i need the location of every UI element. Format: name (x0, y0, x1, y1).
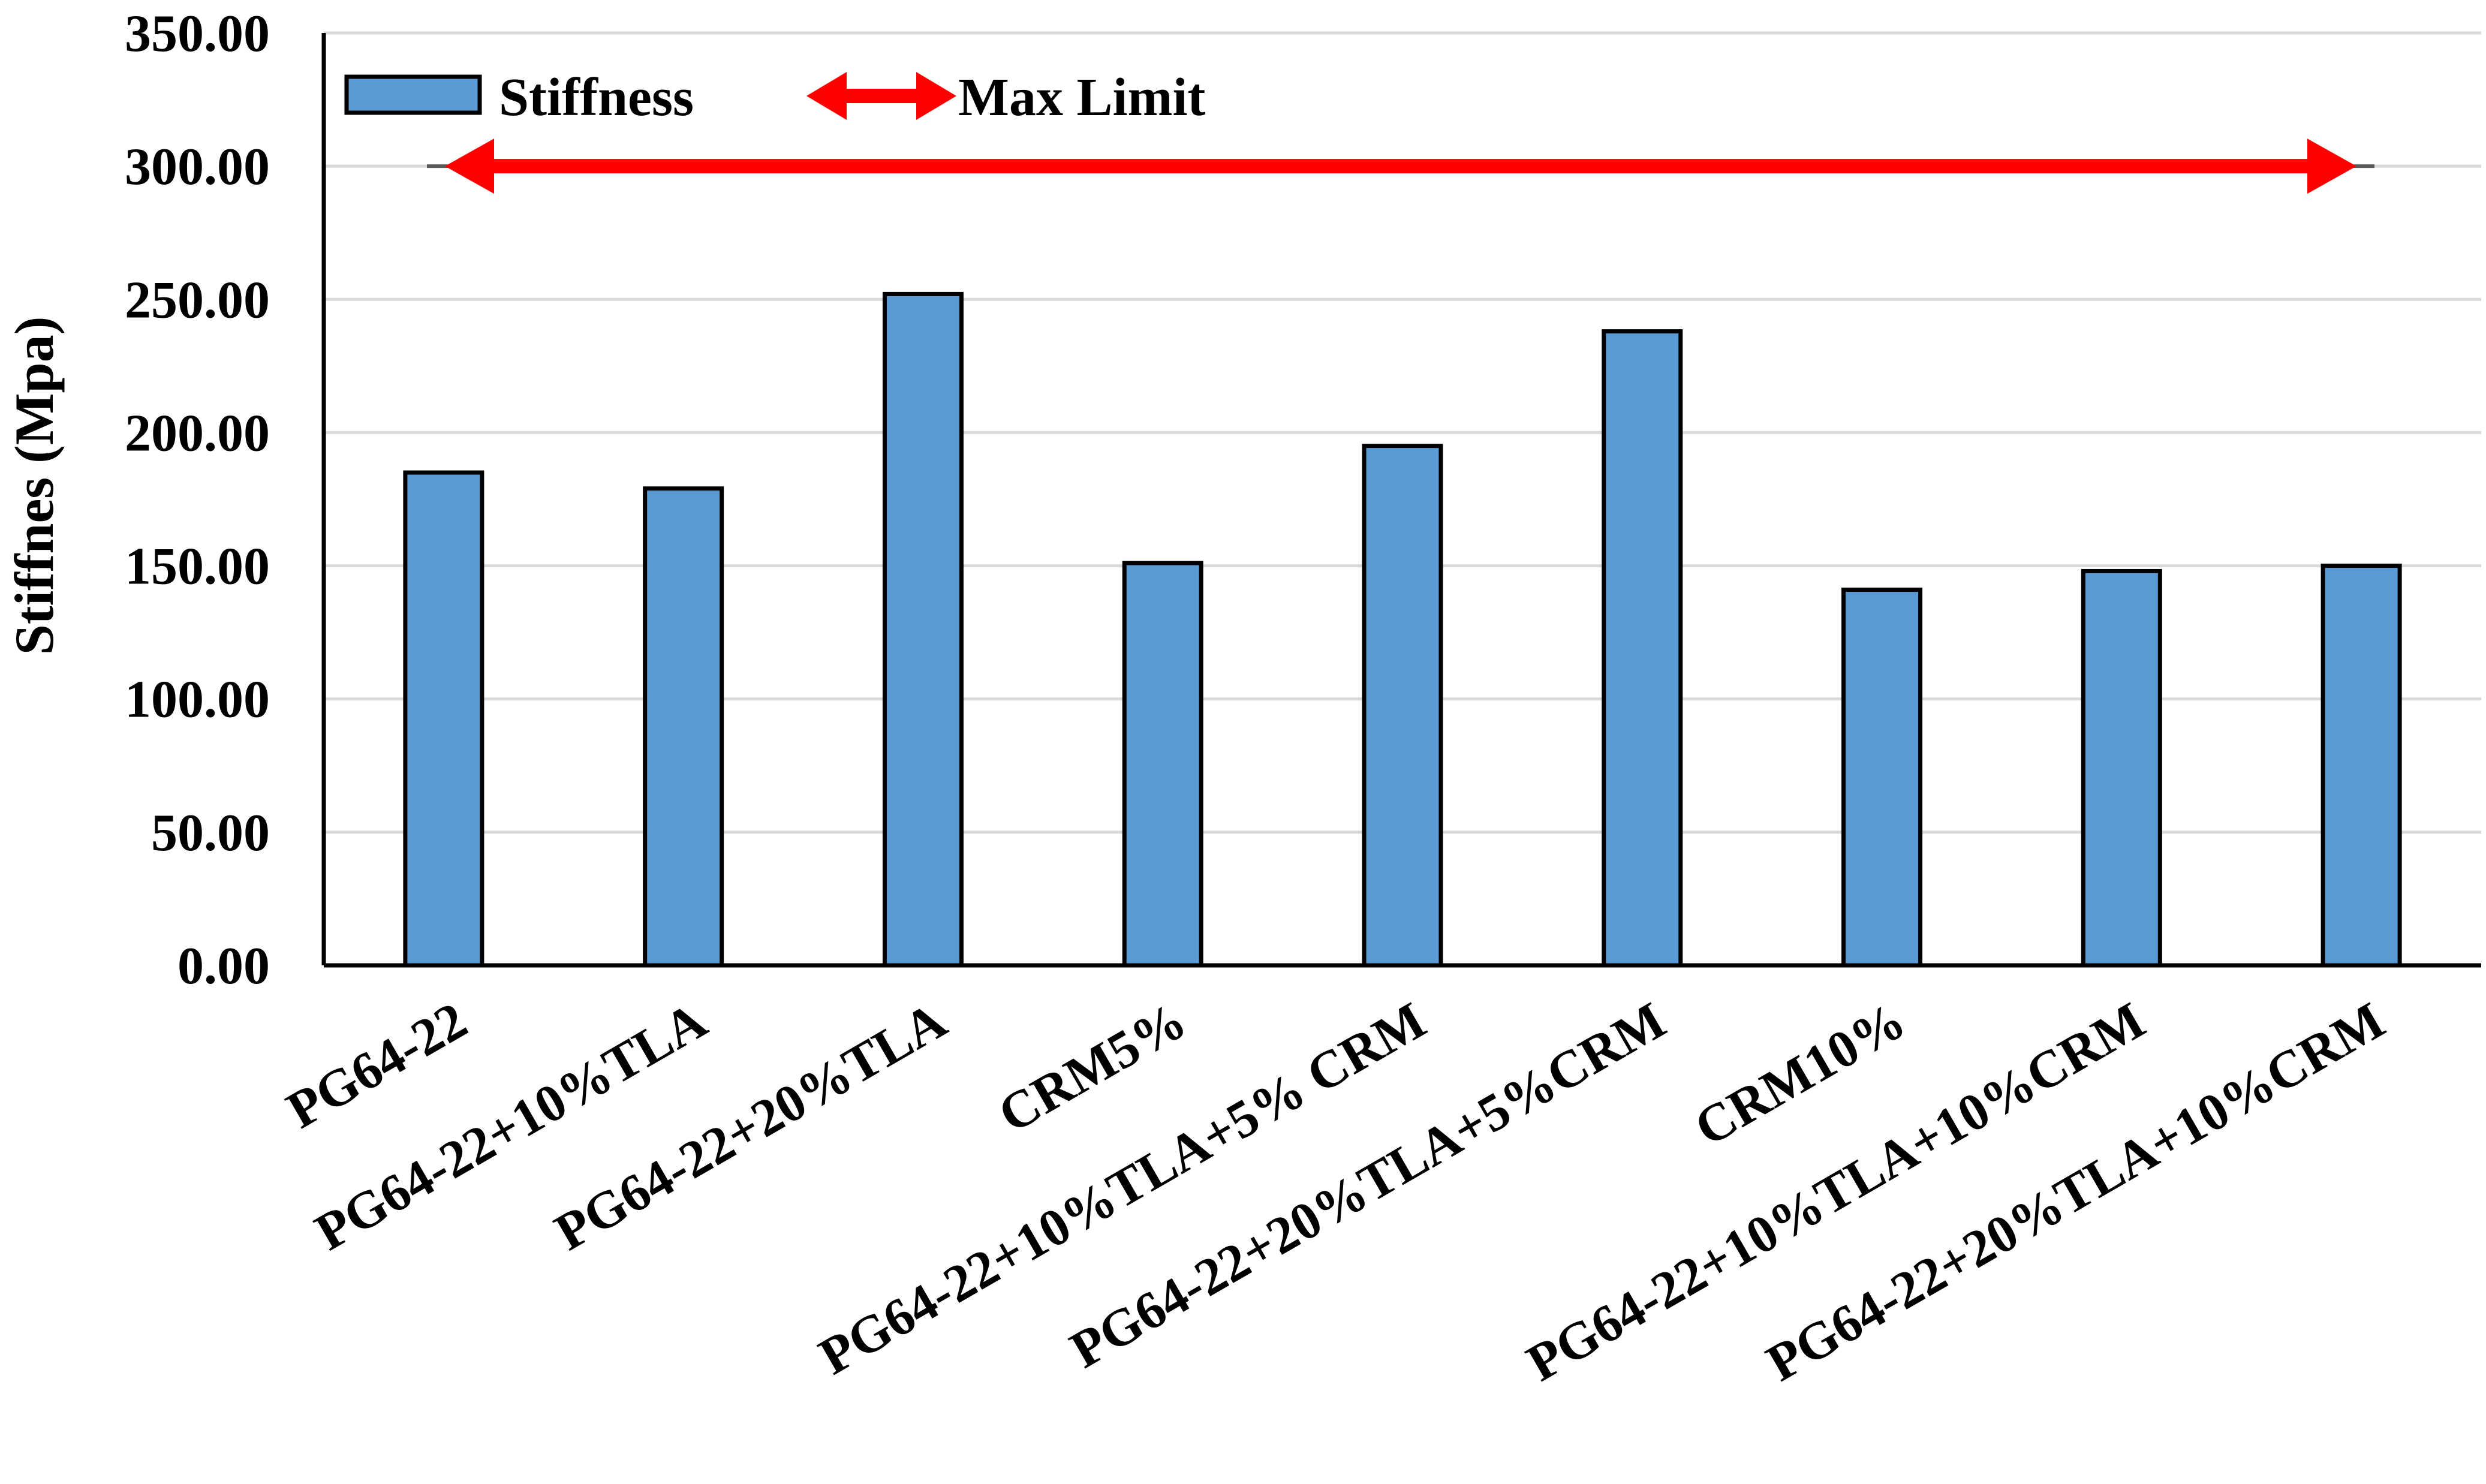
y-tick-label: 50.00 (151, 804, 270, 862)
bar-1 (403, 470, 484, 968)
axes (321, 33, 2481, 968)
max-limit-line (427, 139, 2374, 194)
legend-arrow-max-limit (806, 72, 956, 120)
x-category-label: CRM5% (989, 991, 1196, 1144)
bar-4 (1122, 561, 1203, 968)
x-category-label: PG64-22+20%TLA (546, 991, 956, 1262)
legend: Stiffness Max Limit (344, 68, 1205, 127)
max-limit-arrowhead-right (2307, 139, 2356, 194)
x-category-label: PG64-22+10%TLA (306, 991, 717, 1262)
bars (403, 291, 2402, 968)
max-limit-arrowhead-left (445, 139, 494, 194)
y-tick-label: 350.00 (125, 5, 270, 63)
y-axis-label: Stiffnes (Mpa) (4, 317, 65, 655)
bar-3 (882, 291, 964, 968)
x-category-label: PG64-22 (278, 991, 477, 1140)
bar-8 (2081, 568, 2162, 968)
y-tick-label: 300.00 (125, 138, 270, 196)
bar-7 (1841, 588, 1923, 968)
legend-label-max-limit: Max Limit (958, 68, 1205, 127)
bar-9 (2321, 564, 2402, 968)
legend-label-stiffness: Stiffness (499, 68, 694, 127)
y-tick-labels: 0.00 50.00 100.00 150.00 200.00 250.00 300.00 3… (125, 5, 270, 995)
y-tick-label: 100.00 (125, 671, 270, 729)
bar-6 (1602, 329, 1683, 968)
y-tick-label: 0.00 (177, 937, 270, 995)
y-tick-label: 200.00 (125, 404, 270, 462)
legend-swatch-stiffness (344, 74, 482, 115)
y-tick-label: 150.00 (125, 538, 270, 596)
y-tick-label: 250.00 (125, 271, 270, 329)
bar-2 (643, 486, 724, 968)
bar-5 (1362, 444, 1443, 968)
